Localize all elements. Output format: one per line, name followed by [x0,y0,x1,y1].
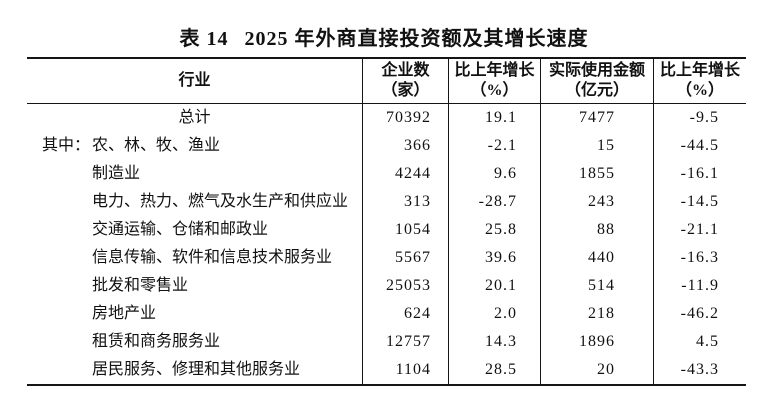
amount-cell: 15 [540,132,653,160]
amount-growth-cell: -9.5 [653,104,746,132]
amount-cell: 218 [540,300,653,328]
industry-cell: 信息传输、软件和信息技术服务业 [92,249,333,266]
among-which-label: 其中： [42,137,91,154]
enterprise-count-cell: 624 [362,300,448,328]
amount-growth-cell: -21.1 [653,216,746,244]
enterprise-growth-cell: 2.0 [448,300,540,328]
enterprise-count-cell: 1104 [362,356,448,384]
amount-cell: 7477 [540,104,653,132]
table-row: 电力、热力、燃气及水生产和供应业 313 -28.7 243 -14.5 [27,188,746,216]
table-row: 总计 70392 19.1 7477 -9.5 [27,104,746,132]
amount-growth-cell: -46.2 [653,300,746,328]
amount-growth-cell: 4.5 [653,328,746,356]
enterprise-growth-cell: 9.6 [448,160,540,188]
enterprise-growth-cell: -2.1 [448,132,540,160]
enterprise-growth-cell: 28.5 [448,356,540,384]
table-row: 制造业 4244 9.6 1855 -16.1 [27,160,746,188]
table-row: 房地产业 624 2.0 218 -46.2 [27,300,746,328]
amount-cell: 88 [540,216,653,244]
header-industry: 行业 [178,72,211,89]
header-enterprise-count: 企业数 （家） [362,59,448,103]
table-number-label: 表 14 [179,28,229,50]
industry-cell: 房地产业 [92,305,157,322]
table-row: 其中： 农、林、牧、渔业 366 -2.1 15 -44.5 [27,132,746,160]
enterprise-growth-cell: 14.3 [448,328,540,356]
industry-cell: 电力、热力、燃气及水生产和供应业 [92,193,349,210]
amount-cell: 1855 [540,160,653,188]
amount-cell: 440 [540,244,653,272]
amount-cell: 514 [540,272,653,300]
enterprise-growth-cell: 19.1 [448,104,540,132]
amount-growth-cell: -11.9 [653,272,746,300]
amount-growth-cell: -14.5 [653,188,746,216]
enterprise-count-cell: 313 [362,188,448,216]
table-row: 批发和零售业 25053 20.1 514 -11.9 [27,272,746,300]
amount-cell: 20 [540,356,653,384]
amount-growth-cell: -16.1 [653,160,746,188]
enterprise-count-cell: 1054 [362,216,448,244]
page-title: 表 14 2025 年外商直接投资额及其增长速度 [0,27,768,51]
enterprise-count-cell: 25053 [362,272,448,300]
fdi-statistics-table: 行业 企业数 （家） 比上年增长 （%） 实际使用金额 （亿元） 比上年增长 （… [27,57,746,386]
table-row: 居民服务、修理和其他服务业 1104 28.5 20 -43.3 [27,356,746,384]
industry-cell: 居民服务、修理和其他服务业 [92,361,301,378]
enterprise-count-cell: 4244 [362,160,448,188]
amount-growth-cell: -44.5 [653,132,746,160]
table-title-text: 2025 年外商直接投资额及其增长速度 [244,28,589,50]
industry-cell: 交通运输、仓储和邮政业 [92,221,269,238]
enterprise-growth-cell: 39.6 [448,244,540,272]
industry-cell: 租赁和商务服务业 [92,333,221,350]
table-header-row: 行业 企业数 （家） 比上年增长 （%） 实际使用金额 （亿元） 比上年增长 （… [27,59,746,104]
enterprise-count-cell: 70392 [362,104,448,132]
header-growth-enterprises: 比上年增长 （%） [448,59,540,103]
amount-cell: 1896 [540,328,653,356]
enterprise-growth-cell: 20.1 [448,272,540,300]
enterprise-growth-cell: -28.7 [448,188,540,216]
header-growth-amount: 比上年增长 （%） [653,59,746,103]
table-row: 交通运输、仓储和邮政业 1054 25.8 88 -21.1 [27,216,746,244]
industry-cell: 制造业 [92,165,141,182]
table-row: 租赁和商务服务业 12757 14.3 1896 4.5 [27,328,746,356]
enterprise-count-cell: 5567 [362,244,448,272]
amount-cell: 243 [540,188,653,216]
enterprise-growth-cell: 25.8 [448,216,540,244]
enterprise-count-cell: 366 [362,132,448,160]
header-actual-amount: 实际使用金额 （亿元） [540,59,653,103]
industry-cell: 总计 [178,109,211,126]
industry-cell: 批发和零售业 [92,277,189,294]
industry-cell: 其中： 农、林、牧、渔业 [27,132,362,160]
amount-growth-cell: -16.3 [653,244,746,272]
enterprise-count-cell: 12757 [362,328,448,356]
table-row: 信息传输、软件和信息技术服务业 5567 39.6 440 -16.3 [27,244,746,272]
amount-growth-cell: -43.3 [653,356,746,384]
